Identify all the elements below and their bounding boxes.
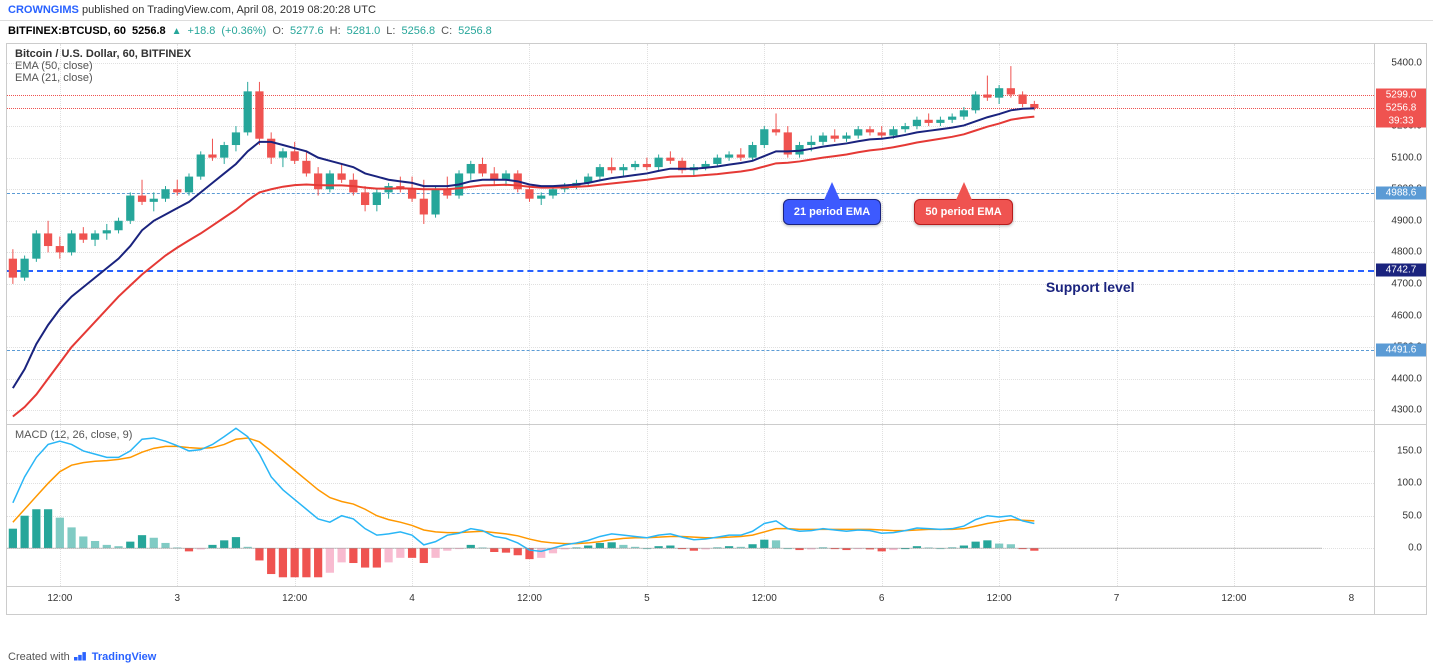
chart-title: Bitcoin / U.S. Dollar, 60, BITFINEX: [15, 48, 191, 60]
price-plot: [7, 44, 1374, 426]
y-tick-label: 5100.0: [1391, 152, 1422, 163]
x-tick-label: 12:00: [752, 593, 777, 604]
macd-title: MACD (12, 26, close, 9): [15, 429, 132, 441]
tradingview-icon: [74, 652, 88, 662]
chart-title-block: Bitcoin / U.S. Dollar, 60, BITFINEX EMA …: [15, 48, 191, 84]
macd-y-axis: 150.0 100.0 50.0 0.0: [1374, 425, 1426, 586]
macd-panel[interactable]: MACD (12, 26, close, 9) 150.0 100.0 50.0 0.…: [6, 425, 1427, 587]
price-badge: 5256.8: [1376, 102, 1426, 115]
last-price: 5256.8: [132, 25, 166, 37]
arrow-up-icon: ▲: [172, 26, 182, 37]
price-badge: 39:33: [1376, 115, 1426, 128]
y-tick-label: 4400.0: [1391, 373, 1422, 384]
x-tick-label: 6: [879, 593, 885, 604]
x-tick-label: 12:00: [1221, 593, 1246, 604]
publish-header: CROWNGIMS published on TradingView.com, …: [0, 0, 1433, 21]
ohlc-open: 5277.6: [290, 25, 324, 37]
y-tick-label: 4300.0: [1391, 405, 1422, 416]
price-badge: 4742.7: [1376, 264, 1426, 277]
x-tick-label: 12:00: [47, 593, 72, 604]
price-change-pct: (+0.36%): [221, 25, 266, 37]
y-tick-label: 50.0: [1403, 510, 1422, 521]
x-tick-label: 12:00: [517, 593, 542, 604]
x-tick-label: 3: [174, 593, 180, 604]
symbol-info-bar: BITFINEX:BTCUSD, 60 5256.8 ▲ +18.8 (+0.3…: [0, 21, 1433, 41]
x-tick-label: 7: [1114, 593, 1120, 604]
publish-timestamp: April 08, 2019 08:20:28 UTC: [236, 4, 375, 16]
y-tick-label: 5400.0: [1391, 57, 1422, 68]
author-name: CROWNGIMS: [8, 4, 79, 16]
xaxis-corner: [1374, 587, 1426, 614]
price-badge: 4491.6: [1376, 343, 1426, 356]
y-tick-label: 4900.0: [1391, 215, 1422, 226]
x-tick-label: 12:00: [282, 593, 307, 604]
y-tick-label: 0.0: [1408, 543, 1422, 554]
tradingview-brand: TradingView: [92, 651, 157, 663]
y-tick-label: 150.0: [1397, 445, 1422, 456]
support-level-label: Support level: [1046, 279, 1135, 295]
x-tick-label: 8: [1349, 593, 1355, 604]
price-badge: 4988.6: [1376, 186, 1426, 199]
y-tick-label: 100.0: [1397, 478, 1422, 489]
y-tick-label: 4800.0: [1391, 247, 1422, 258]
symbol-name: BITFINEX:BTCUSD, 60: [8, 25, 126, 37]
indicator-ema50-label: EMA (50, close): [15, 60, 191, 72]
publish-text: published on TradingView.com,: [82, 4, 234, 16]
indicator-ema21-label: EMA (21, close): [15, 72, 191, 84]
x-tick-label: 4: [409, 593, 415, 604]
price-badge: 5299.0: [1376, 88, 1426, 101]
macd-plot: [7, 425, 1374, 587]
footer: Created with TradingView: [8, 651, 156, 663]
ohlc-close: 5256.8: [458, 25, 492, 37]
time-axis: 12:00312:00412:00512:00612:00712:00812:0…: [6, 587, 1427, 615]
created-with-label: Created with: [8, 651, 70, 663]
price-chart-panel[interactable]: Bitcoin / U.S. Dollar, 60, BITFINEX EMA …: [6, 43, 1427, 425]
x-tick-label: 5: [644, 593, 650, 604]
ohlc-high: 5281.0: [347, 25, 381, 37]
x-tick-label: 12:00: [987, 593, 1012, 604]
ohlc-low: 5256.8: [401, 25, 435, 37]
price-y-axis: 5400.05300.05200.05100.05000.04900.04800…: [1374, 44, 1426, 424]
price-change: +18.8: [188, 25, 216, 37]
y-tick-label: 4700.0: [1391, 278, 1422, 289]
ema-callout: 21 period EMA: [783, 199, 881, 225]
ema-callout: 50 period EMA: [914, 199, 1012, 225]
y-tick-label: 4600.0: [1391, 310, 1422, 321]
